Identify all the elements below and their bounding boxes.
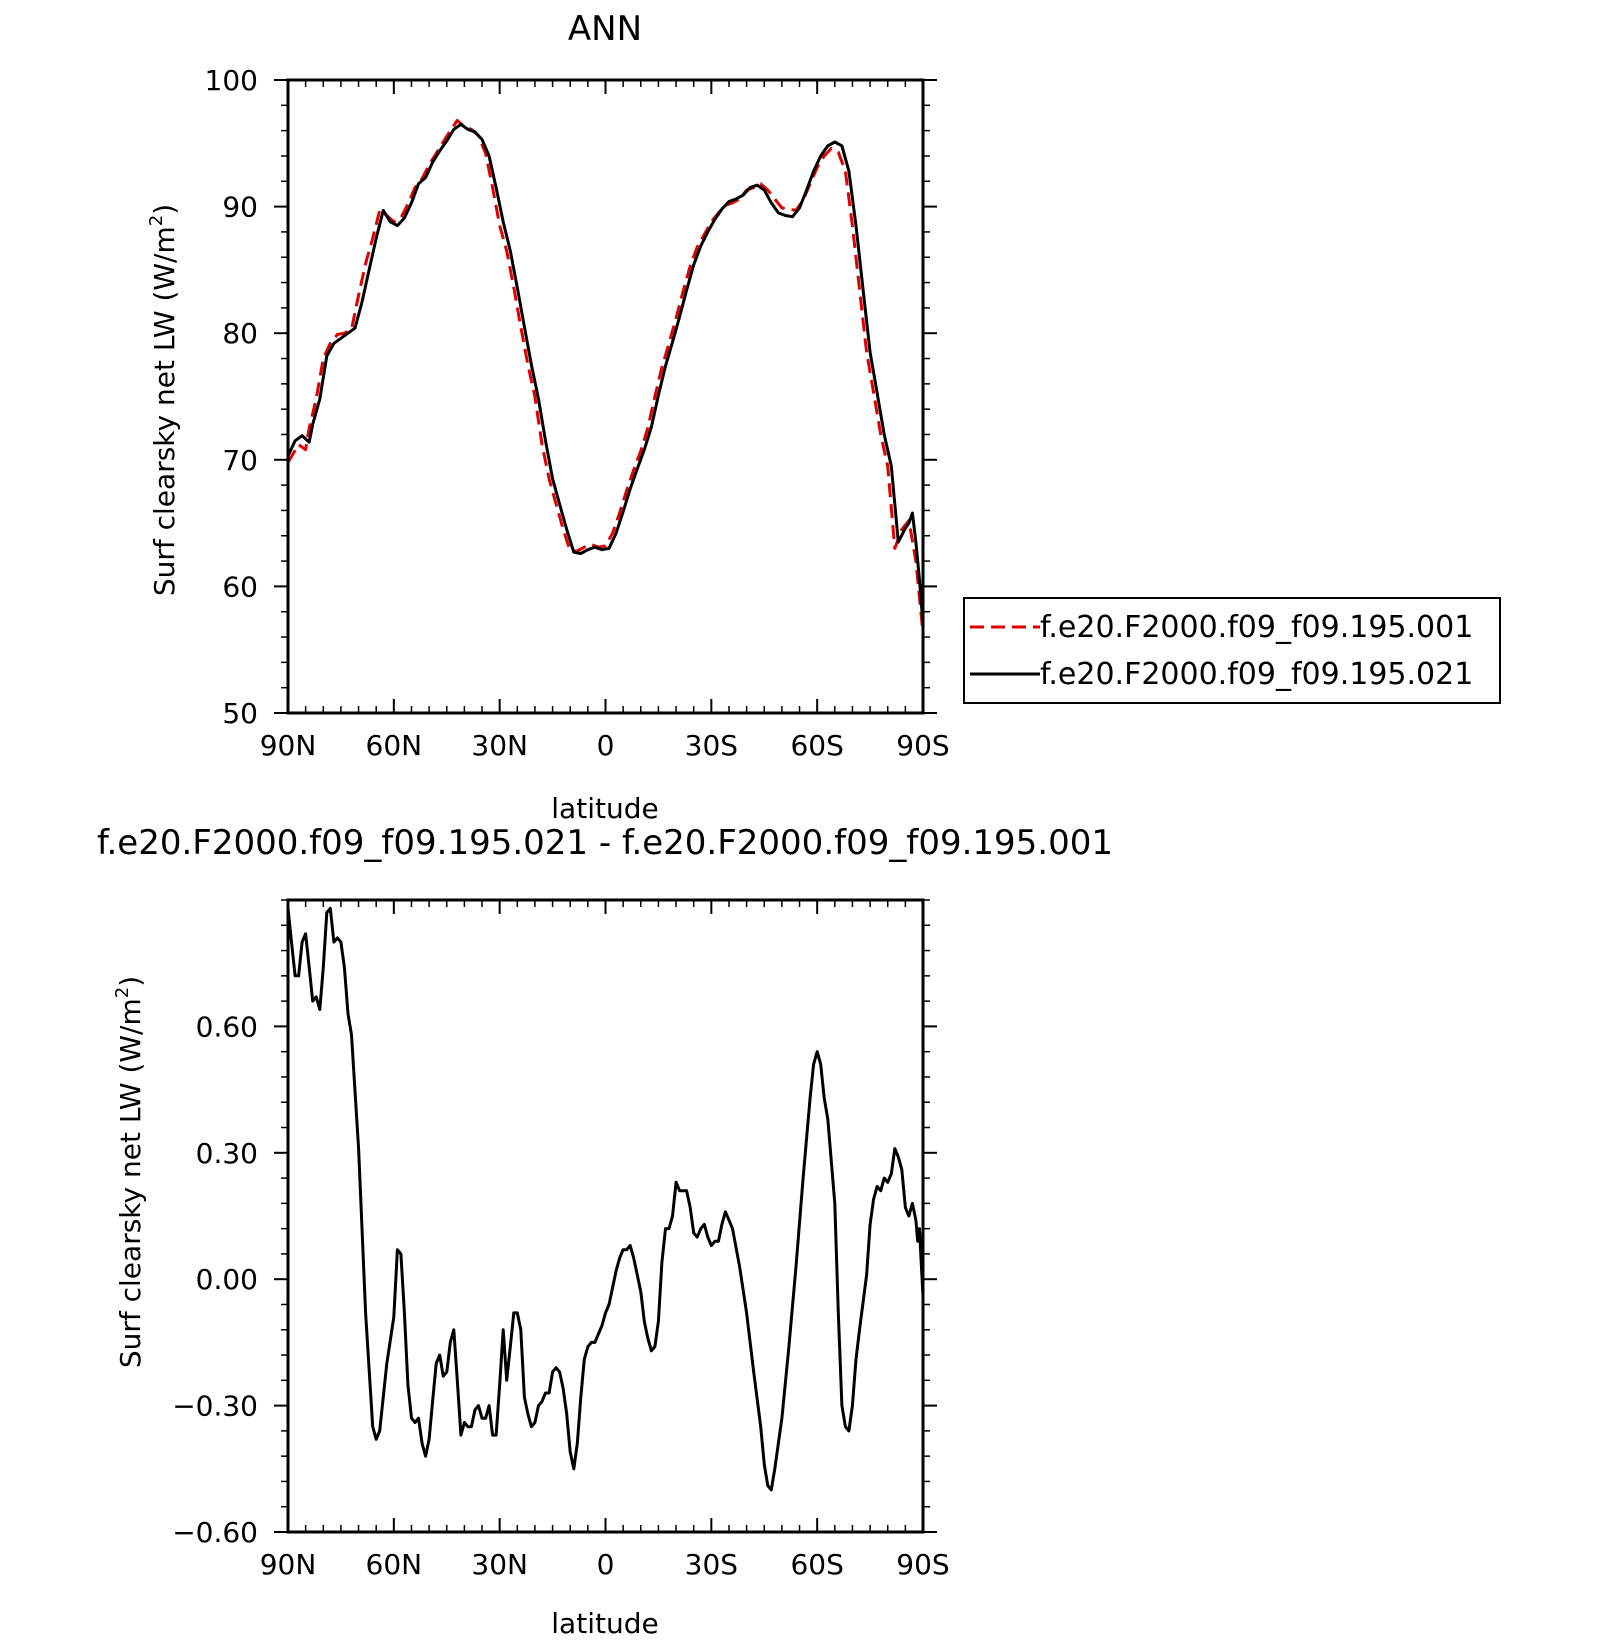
y-tick-label: −0.30 [172,1390,258,1423]
x-tick-label: 30S [685,1548,738,1581]
difference-x-axis-label: latitude [551,1607,658,1640]
top-x-axis-label: latitude [551,792,658,825]
x-tick-label: 90S [896,729,949,762]
x-tick-label: 60N [366,729,423,762]
legend-box [963,597,1501,704]
x-tick-label: 90N [260,1548,317,1581]
top-plot-frame [286,78,925,715]
x-tick-label: 90N [260,729,317,762]
series-line-1 [286,119,925,634]
series-line-1 [286,906,925,1492]
y-tick-label: 0.30 [196,1137,258,1170]
series-line-2 [286,122,925,625]
x-tick-label: 90S [896,1548,949,1581]
x-tick-label: 60S [790,729,843,762]
difference-series-lines [286,906,925,1492]
top-axis-ticks: 90N 60N 30N 0 30S 60S 90S 50 60 70 80 90 100 [205,64,950,762]
legend: f.e20.F2000.f09_f09.195.001 f.e20.F2000.… [963,597,1501,704]
y-tick-label: −0.60 [172,1516,258,1549]
x-tick-label: 60S [790,1548,843,1581]
legend-label-series-1: f.e20.F2000.f09_f09.195.001 [1040,610,1473,645]
x-tick-label: 0 [597,729,615,762]
difference-chart: f.e20.F2000.f09_f09.195.021 - f.e20.F200… [97,823,1113,1640]
x-tick-label: 30S [685,729,738,762]
top-chart: ANN latitude Surf clearsky net LW (W/m2)… [146,9,1501,825]
top-series-lines [286,119,925,634]
difference-axis-ticks: 90N 60N 30N 0 30S 60S 90S −0.60 −0.30 0.00 0.30 0.6… [172,899,950,1581]
x-tick-label: 0 [597,1548,615,1581]
y-tick-label: 70 [222,444,258,477]
y-tick-label: 100 [205,64,258,97]
y-tick-label: 50 [222,697,258,730]
y-tick-label: 80 [222,317,258,350]
x-tick-label: 60N [366,1548,423,1581]
top-chart-title: ANN [568,9,642,49]
difference-chart-title: f.e20.F2000.f09_f09.195.021 - f.e20.F200… [97,823,1113,863]
legend-label-series-2: f.e20.F2000.f09_f09.195.021 [1040,657,1473,692]
x-tick-label: 30N [471,729,528,762]
y-tick-label: 0.00 [196,1263,258,1296]
difference-plot-frame [286,898,925,1534]
top-y-axis-label: Surf clearsky net LW (W/m2) [146,204,181,596]
x-tick-label: 30N [471,1548,528,1581]
y-tick-label: 60 [222,570,258,603]
y-tick-label: 90 [222,191,258,224]
y-tick-label: 0.60 [196,1010,258,1043]
difference-y-axis-label: Surf clearsky net LW (W/m2) [112,976,147,1368]
